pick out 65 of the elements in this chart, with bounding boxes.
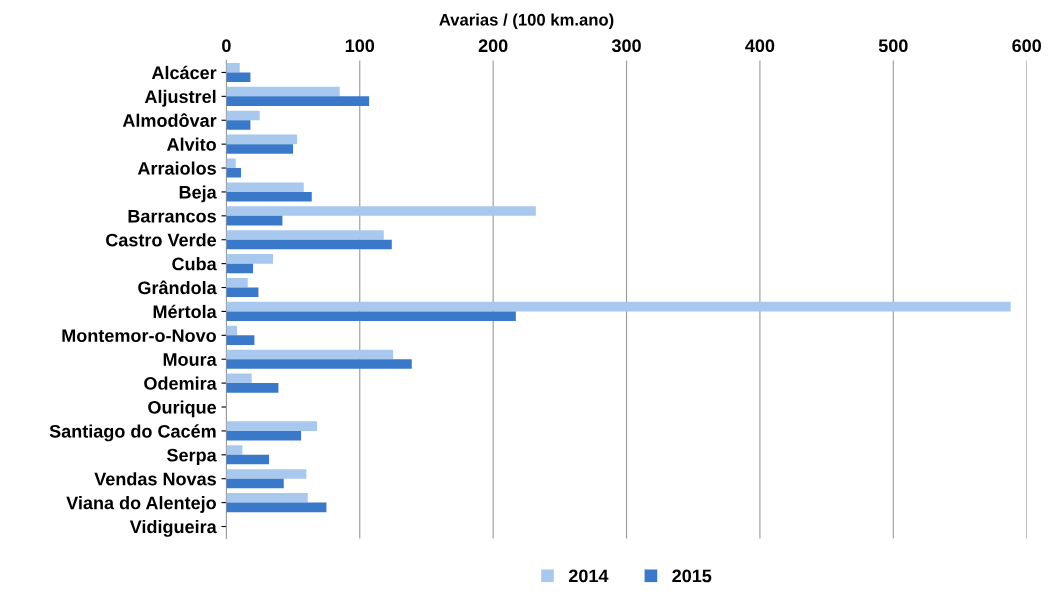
y-tick-label: Vendas Novas [94, 472, 216, 486]
bar [226, 158, 236, 169]
bar [226, 430, 302, 441]
bar [226, 335, 255, 345]
x-tick-label: 200 [478, 39, 508, 53]
bar [226, 62, 240, 73]
y-tick-label: Beja [179, 185, 217, 203]
chart-title: Avarias / (100 km.ano) [439, 13, 614, 29]
y-tick-label: Serpa [167, 448, 217, 466]
legend-label: 2014 [568, 569, 609, 583]
bar [226, 478, 284, 489]
bar [226, 277, 248, 288]
bar [226, 86, 340, 97]
bar [226, 168, 242, 178]
bar [226, 301, 1011, 312]
y-tick-label: Montemor-o-Novo [62, 329, 216, 343]
bar [226, 421, 318, 431]
y-tick-label: Viana do Alentejo [66, 496, 216, 513]
bar [226, 110, 260, 121]
x-tick-label: 100 [345, 39, 375, 53]
bar [226, 134, 298, 145]
bar [226, 263, 254, 274]
legend-label: 2015 [672, 569, 712, 583]
y-tick-label: Grândola [138, 280, 217, 295]
bar [226, 254, 274, 264]
bar [226, 239, 392, 250]
bar [226, 454, 270, 465]
bar [226, 144, 294, 154]
bar [226, 191, 312, 202]
bar [226, 493, 308, 503]
y-tick-label: Santiago do Cacém [49, 424, 216, 442]
bar [226, 383, 279, 393]
y-tick-label: Aljustrel [144, 89, 216, 107]
x-tick-label: 0 [222, 39, 231, 53]
y-tick-label: Mértola [153, 304, 217, 319]
y-tick-label: Barrancos [128, 209, 216, 223]
y-tick-label: Odemira [144, 376, 217, 390]
bar [226, 230, 384, 240]
bar [226, 502, 327, 513]
x-tick-label: 500 [878, 39, 908, 53]
bar [226, 120, 251, 130]
y-tick-label: Moura [163, 353, 217, 366]
bar [226, 349, 394, 360]
x-tick-label: 300 [611, 39, 641, 53]
bar [226, 311, 516, 321]
y-tick-label: Castro Verde [106, 233, 217, 247]
bar [226, 359, 412, 369]
y-tick-label: Ourique [148, 400, 217, 418]
y-tick-label: Alcácer [151, 65, 217, 80]
y-tick-label: Alvito [166, 137, 216, 151]
bar [226, 72, 251, 83]
bar [226, 287, 259, 298]
bar [226, 206, 536, 216]
y-tick-label: Cuba [172, 257, 217, 271]
bar [226, 469, 307, 479]
y-tick-label: Almodôvar [122, 113, 217, 127]
y-tick-label: Arraiolos [137, 161, 216, 175]
bar [226, 373, 252, 384]
bar [226, 215, 283, 226]
bar [226, 96, 370, 106]
bar [226, 182, 304, 192]
x-tick-label: 400 [745, 39, 775, 53]
y-tick-label: Vidigueira [129, 519, 217, 537]
bar [226, 445, 243, 455]
x-tick-label: 600 [1012, 39, 1041, 53]
